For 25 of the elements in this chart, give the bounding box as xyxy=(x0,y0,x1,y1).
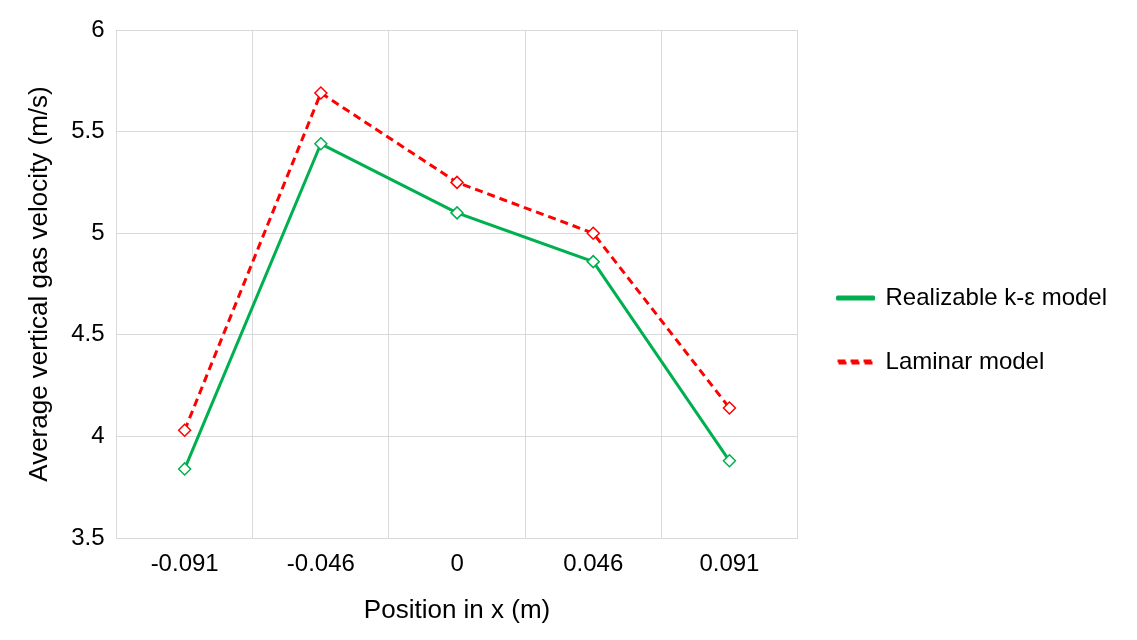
point xyxy=(450,175,464,190)
point xyxy=(177,423,192,438)
y-tick-label: 5.5 xyxy=(71,116,105,144)
y-tick-label: 4 xyxy=(91,421,105,449)
x-tick-label: -0.046 xyxy=(286,549,355,577)
y-axis-title: Average vertical gas velocity (m/s) xyxy=(22,86,53,482)
point xyxy=(722,401,737,415)
x-axis-title: Position in x (m) xyxy=(363,593,551,624)
y-tick-label: 4.5 xyxy=(71,319,105,347)
y-tick-label: 6 xyxy=(91,14,105,42)
point xyxy=(314,86,328,100)
point xyxy=(722,454,737,468)
point xyxy=(586,226,600,240)
point xyxy=(314,137,328,151)
point xyxy=(586,254,600,269)
point xyxy=(450,206,464,220)
legend-label: Realizable k-ε model xyxy=(885,282,1108,310)
x-tick-label: 0 xyxy=(450,549,464,577)
x-tick-label: 0.046 xyxy=(563,549,624,577)
y-tick-label: 3.5 xyxy=(71,522,105,550)
point xyxy=(177,462,192,476)
x-tick-label: -0.091 xyxy=(150,549,219,577)
y-tick-label: 5 xyxy=(91,217,105,245)
x-tick-label: 0.091 xyxy=(699,549,760,577)
legend-label: Laminar model xyxy=(885,346,1045,374)
